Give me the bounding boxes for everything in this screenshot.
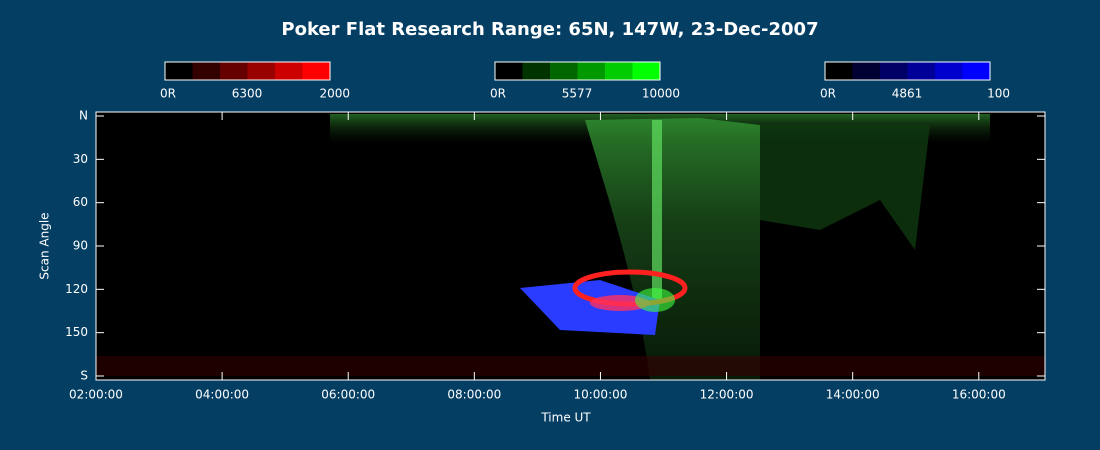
x-tick-label: 12:00:00 xyxy=(700,388,754,402)
x-tick-label: 04:00:00 xyxy=(195,388,249,402)
aurora-curtain xyxy=(585,118,760,380)
red-floor xyxy=(96,356,1045,376)
colorbar-step xyxy=(247,62,276,80)
colorbar-step xyxy=(825,62,853,80)
colorbar-min-label: 0R xyxy=(160,87,176,101)
colorbar-step xyxy=(852,62,881,80)
y-tick-label: N xyxy=(79,109,88,123)
x-tick-label: 02:00:00 xyxy=(69,388,123,402)
colorbar-step xyxy=(907,62,936,80)
y-tick-label: S xyxy=(80,369,88,383)
y-tick-label: 150 xyxy=(65,325,88,339)
x-tick-label: 08:00:00 xyxy=(447,388,501,402)
y-axis-label: Scan Angle xyxy=(38,212,52,279)
colorbar-step xyxy=(220,62,248,80)
colorbar-frame xyxy=(494,61,661,81)
colorbar-name: 5577 xyxy=(562,87,593,101)
y-tick-label: 120 xyxy=(65,282,88,296)
colorbar-step xyxy=(302,62,331,80)
colorbar-step xyxy=(495,62,523,80)
colorbar-step xyxy=(935,62,963,80)
x-axis-label: Time UT xyxy=(540,411,591,425)
chart-title: Poker Flat Research Range: 65N, 147W, 23… xyxy=(281,19,818,40)
colorbar-max-label: 10000 xyxy=(642,87,680,101)
x-tick-label: 06:00:00 xyxy=(321,388,375,402)
colorbar-frame xyxy=(164,61,331,81)
aurora-curtain xyxy=(760,125,930,250)
colorbar-step xyxy=(880,62,908,80)
colorbar-step xyxy=(275,62,303,80)
aurora-arc xyxy=(652,120,662,300)
colorbar-step xyxy=(550,62,578,80)
colorbar-max-label: 2000 xyxy=(319,87,350,101)
colorbar-step xyxy=(522,62,551,80)
colorbar-step xyxy=(632,62,661,80)
y-tick-label: 30 xyxy=(73,152,88,166)
colorbar-step xyxy=(577,62,606,80)
colorbar-step xyxy=(605,62,633,80)
y-tick-label: 90 xyxy=(73,239,88,253)
colorbar-max-label: 100 xyxy=(987,87,1010,101)
colorbar-step xyxy=(962,62,991,80)
colorbar-min-label: 0R xyxy=(490,87,506,101)
y-tick-label: 60 xyxy=(73,195,88,209)
colorbar-frame xyxy=(824,61,991,81)
colorbar-name: 4861 xyxy=(892,87,923,101)
plot-area xyxy=(95,111,1046,381)
aurora-green-core xyxy=(635,288,675,312)
colorbar-step xyxy=(165,62,193,80)
colorbar-min-label: 0R xyxy=(820,87,836,101)
colorbar-step xyxy=(192,62,221,80)
x-tick-label: 16:00:00 xyxy=(952,388,1006,402)
aurora-blue xyxy=(520,280,660,335)
aurora-red-core xyxy=(590,295,650,311)
x-tick-label: 10:00:00 xyxy=(573,388,627,402)
colorbar-name: 6300 xyxy=(232,87,263,101)
x-tick-label: 14:00:00 xyxy=(826,388,880,402)
